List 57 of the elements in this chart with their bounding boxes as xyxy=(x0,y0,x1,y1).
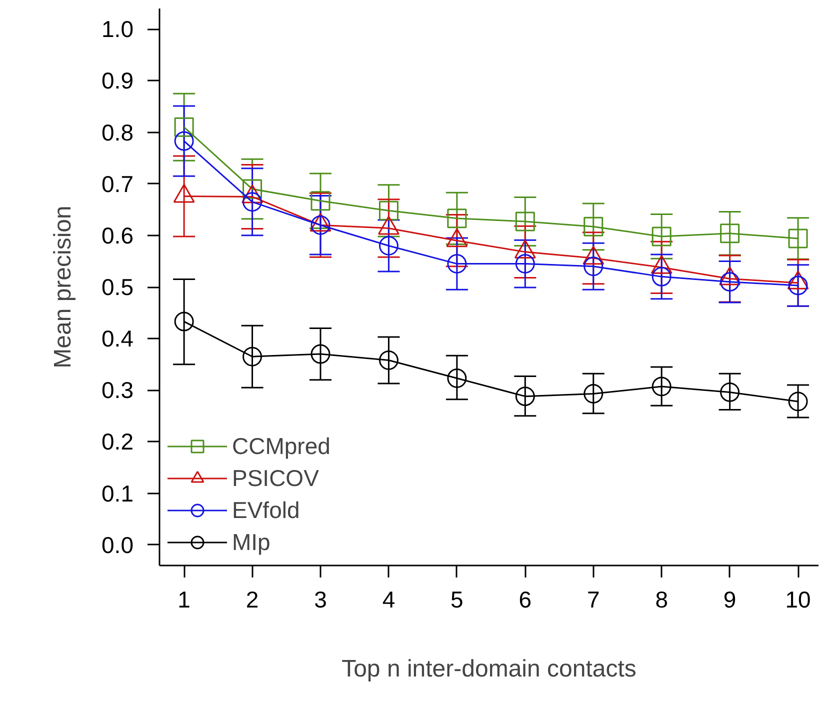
point xyxy=(310,215,330,235)
legend-label: EVfold xyxy=(232,496,300,524)
y-tick-label: 0.5 xyxy=(102,274,134,300)
legend-label: CCMpred xyxy=(232,432,330,460)
y-tick-label: 0.0 xyxy=(102,532,134,558)
point xyxy=(652,376,672,396)
y-tick-label: 0.1 xyxy=(102,480,134,506)
point xyxy=(788,276,808,296)
x-axis-title: Top n inter-domain contacts xyxy=(342,656,636,682)
point xyxy=(720,224,740,244)
y-tick-label: 0.3 xyxy=(102,377,134,404)
point xyxy=(788,228,808,248)
x-tick-label: 2 xyxy=(246,586,259,612)
point xyxy=(652,226,672,246)
point xyxy=(584,216,604,236)
point xyxy=(310,191,330,211)
x-tick-label: 5 xyxy=(450,586,464,612)
point xyxy=(720,272,740,292)
point xyxy=(378,200,398,220)
point xyxy=(378,350,398,370)
point xyxy=(515,386,535,406)
point xyxy=(242,192,262,212)
y-tick-label: 0.2 xyxy=(102,428,134,455)
y-tick-label: 0.8 xyxy=(102,119,134,146)
point xyxy=(515,254,535,274)
x-tick-label: 7 xyxy=(586,586,600,612)
x-tick-label: 8 xyxy=(655,586,668,612)
x-tick-label: 1 xyxy=(178,586,190,612)
x-tick-label: 4 xyxy=(382,586,396,612)
y-tick-label: 0.4 xyxy=(102,326,134,352)
point xyxy=(242,346,262,366)
point xyxy=(515,212,535,232)
point xyxy=(378,236,398,256)
y-tick-label: 0.9 xyxy=(102,68,134,94)
point xyxy=(447,208,467,228)
point xyxy=(174,312,194,332)
point xyxy=(174,117,194,137)
x-tick-label: 10 xyxy=(785,586,811,612)
point xyxy=(174,131,194,151)
x-tick-label: 9 xyxy=(723,586,736,612)
point xyxy=(584,256,604,276)
point xyxy=(584,384,604,404)
legend-label: MIp xyxy=(232,528,270,556)
y-tick-label: 0.7 xyxy=(102,170,134,197)
point xyxy=(242,179,262,199)
point xyxy=(788,392,808,412)
point xyxy=(310,344,330,364)
y-tick-label: 0.6 xyxy=(102,222,134,248)
point xyxy=(447,368,467,388)
legend-label: PSICOV xyxy=(232,464,319,492)
point xyxy=(447,254,467,274)
y-tick-label: 1.0 xyxy=(102,16,134,42)
point xyxy=(720,382,740,402)
y-axis-title: Mean precision xyxy=(50,206,77,368)
x-tick-label: 3 xyxy=(314,586,327,612)
point xyxy=(652,266,672,286)
x-tick-label: 6 xyxy=(518,586,532,612)
